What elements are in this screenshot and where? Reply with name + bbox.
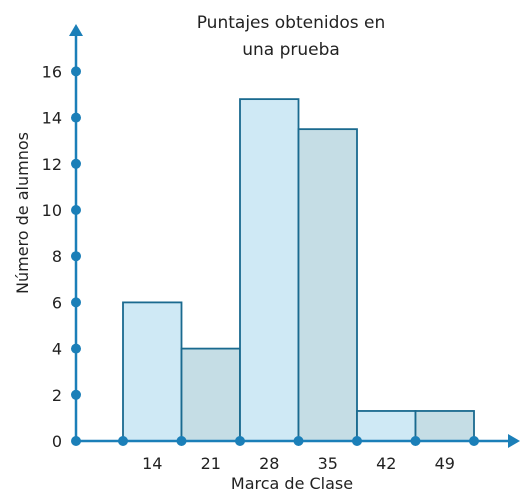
y-tick-dot-12 bbox=[71, 158, 81, 169]
x-boundary-dot-5 bbox=[410, 436, 421, 446]
chart-title-line-2: una prueba bbox=[242, 40, 340, 60]
x-tick-label-49: 49 bbox=[435, 454, 455, 473]
x-tick-label-28: 28 bbox=[259, 454, 279, 473]
x-boundary-dot-3 bbox=[293, 436, 304, 446]
y-tick-label-12: 12 bbox=[42, 155, 62, 174]
bar-14 bbox=[122, 301, 183, 442]
y-tick-label-0: 0 bbox=[52, 432, 62, 451]
y-tick-label-14: 14 bbox=[42, 109, 62, 128]
axes-layer bbox=[69, 24, 520, 448]
y-tick-label-2: 2 bbox=[52, 386, 62, 405]
y-tick-dot-2 bbox=[71, 389, 81, 400]
labels-layer: Puntajes obtenidos en una prueba Marca d… bbox=[13, 13, 455, 493]
y-tick-dot-8 bbox=[71, 251, 81, 262]
y-tick-dot-16 bbox=[71, 66, 81, 77]
y-tick-dot-14 bbox=[71, 112, 81, 123]
y-tick-label-10: 10 bbox=[42, 201, 62, 220]
x-tick-label-21: 21 bbox=[201, 454, 221, 473]
x-axis-label: Marca de Clase bbox=[231, 474, 353, 493]
y-tick-label-4: 4 bbox=[52, 340, 62, 359]
bars-layer bbox=[122, 98, 475, 442]
y-tick-dot-10 bbox=[71, 205, 81, 215]
bar-35 bbox=[297, 128, 358, 442]
x-tick-label-14: 14 bbox=[142, 454, 162, 473]
bar-21 bbox=[180, 347, 241, 442]
x-boundary-dot-1 bbox=[176, 436, 187, 446]
bar-42 bbox=[356, 410, 417, 442]
chart-title-line-1: Puntajes obtenidos en bbox=[197, 13, 386, 33]
bar-49 bbox=[414, 410, 475, 442]
y-axis-arrow bbox=[69, 24, 83, 36]
x-tick-label-42: 42 bbox=[376, 454, 396, 473]
bar-28 bbox=[239, 98, 300, 442]
y-tick-dot-6 bbox=[71, 297, 81, 308]
y-tick-label-16: 16 bbox=[42, 62, 62, 81]
y-tick-label-8: 8 bbox=[52, 247, 62, 266]
x-boundary-dot-2 bbox=[235, 436, 245, 446]
x-boundary-dot-0 bbox=[118, 436, 128, 446]
x-boundary-dot-6 bbox=[469, 436, 479, 446]
x-tick-label-35: 35 bbox=[318, 454, 338, 473]
y-tick-dot-4 bbox=[71, 343, 81, 354]
y-tick-dot-0 bbox=[71, 436, 81, 446]
y-tick-label-6: 6 bbox=[52, 293, 62, 312]
x-boundary-dot-4 bbox=[352, 436, 362, 446]
x-axis-arrow bbox=[508, 434, 520, 448]
y-axis-label: Número de alumnos bbox=[13, 132, 32, 294]
